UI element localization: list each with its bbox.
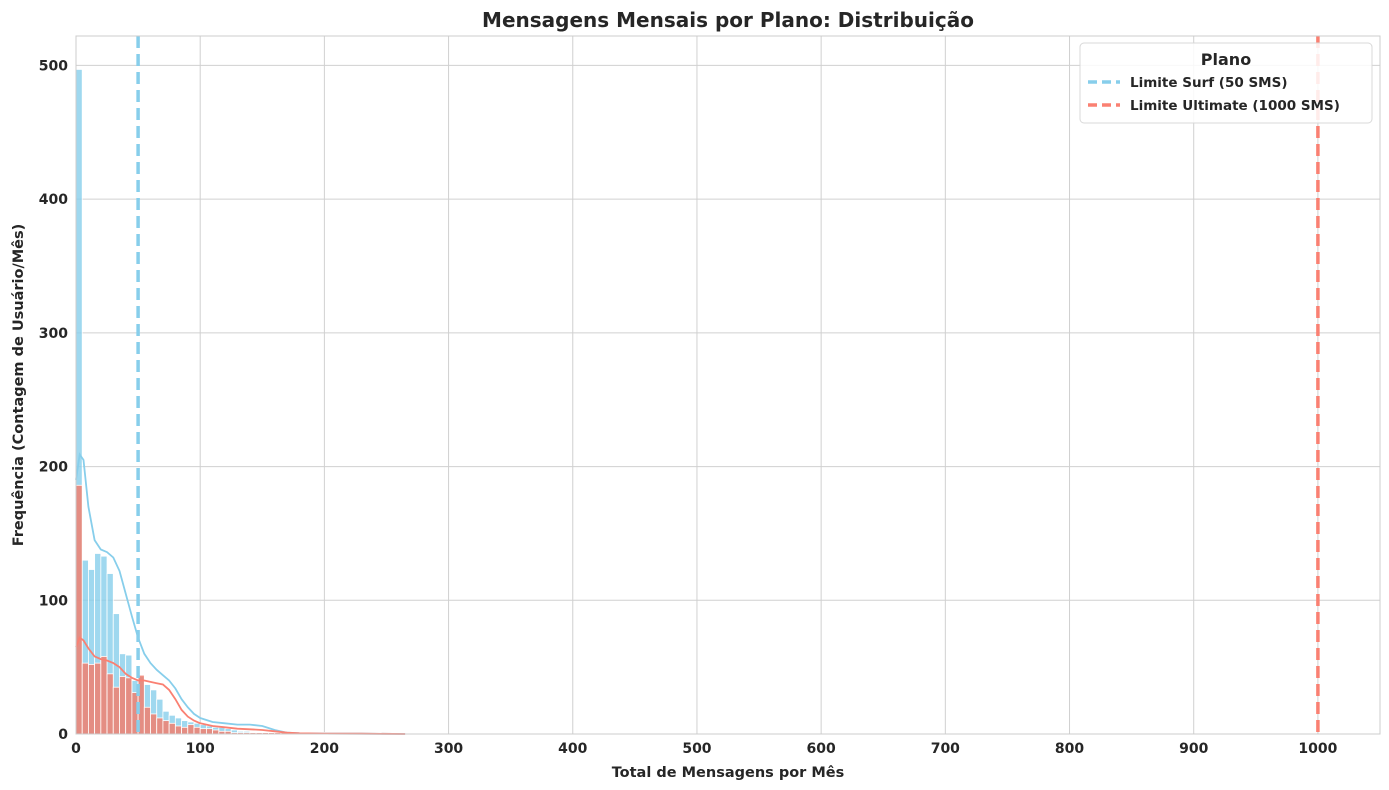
y-tick-labels: 0 100 200 300 400 500	[39, 58, 68, 743]
ultimate-bar-15	[168, 722, 176, 735]
ultimate-bar-13	[156, 717, 164, 735]
x-tick-500: 500	[682, 741, 711, 757]
y-tick-400: 400	[39, 192, 68, 208]
x-tick-labels: 0 100 200 300 400 500 600 700 800 900 1000	[71, 741, 1338, 757]
ultimate-bar-22	[212, 729, 220, 735]
ultimate-bar-0	[75, 484, 83, 735]
ultimate-bar-7	[119, 676, 127, 735]
ultimate-bar-21	[205, 728, 214, 735]
x-tick-400: 400	[558, 741, 587, 757]
ultimate-bar-11	[143, 706, 151, 735]
ultimate-bar-5	[106, 673, 114, 735]
surf-kde-line	[75, 452, 406, 735]
y-tick-100: 100	[39, 593, 68, 609]
x-axis-title: Total de Mensagens por Mês	[612, 765, 845, 781]
ultimate-bar-20	[199, 728, 207, 735]
ultimate-bar-12	[150, 713, 158, 735]
ultimate-bar-2	[88, 664, 96, 735]
ultimate-kde-line	[75, 636, 406, 735]
ultimate-bar-8	[125, 677, 133, 735]
legend-label-surf: Limite Surf (50 SMS)	[1130, 75, 1288, 91]
ultimate-bar-18	[187, 724, 195, 735]
y-tick-300: 300	[39, 326, 68, 342]
y-tick-200: 200	[39, 460, 68, 476]
y-tick-500: 500	[39, 58, 68, 74]
x-tick-200: 200	[310, 741, 339, 757]
plot-frame	[75, 35, 1381, 735]
x-tick-300: 300	[434, 741, 463, 757]
x-tick-900: 900	[1179, 741, 1208, 757]
ultimate-bar-4	[100, 656, 108, 735]
reference-lines	[136, 36, 1320, 734]
kde-lines	[75, 452, 406, 735]
ultimate-bar-19	[193, 726, 201, 735]
x-tick-100: 100	[186, 741, 215, 757]
ultimate-bar-1	[81, 662, 89, 735]
x-tick-0: 0	[71, 741, 81, 757]
chart-title: Mensagens Mensais por Plano: Distribuiçã…	[482, 8, 974, 32]
ultimate-bar-17	[181, 726, 189, 735]
x-tick-800: 800	[1055, 741, 1084, 757]
legend-label-ultimate: Limite Ultimate (1000 SMS)	[1130, 98, 1340, 114]
ultimate-bar-6	[112, 686, 120, 735]
ultimate-bar-3	[94, 662, 102, 735]
x-tick-1000: 1000	[1298, 741, 1337, 757]
plot-area	[76, 36, 1380, 734]
ultimate-bar-16	[174, 725, 182, 735]
y-axis-title: Frequência (Contagem de Usuário/Mês)	[11, 224, 27, 547]
legend: Plano Limite Surf (50 SMS) Limite Ultima…	[1079, 42, 1373, 124]
legend-title: Plano	[1201, 50, 1251, 69]
y-tick-0: 0	[58, 727, 68, 743]
x-tick-700: 700	[931, 741, 960, 757]
legend-box	[1079, 42, 1373, 124]
ultimate-bar-14	[162, 720, 170, 735]
x-tick-600: 600	[807, 741, 836, 757]
